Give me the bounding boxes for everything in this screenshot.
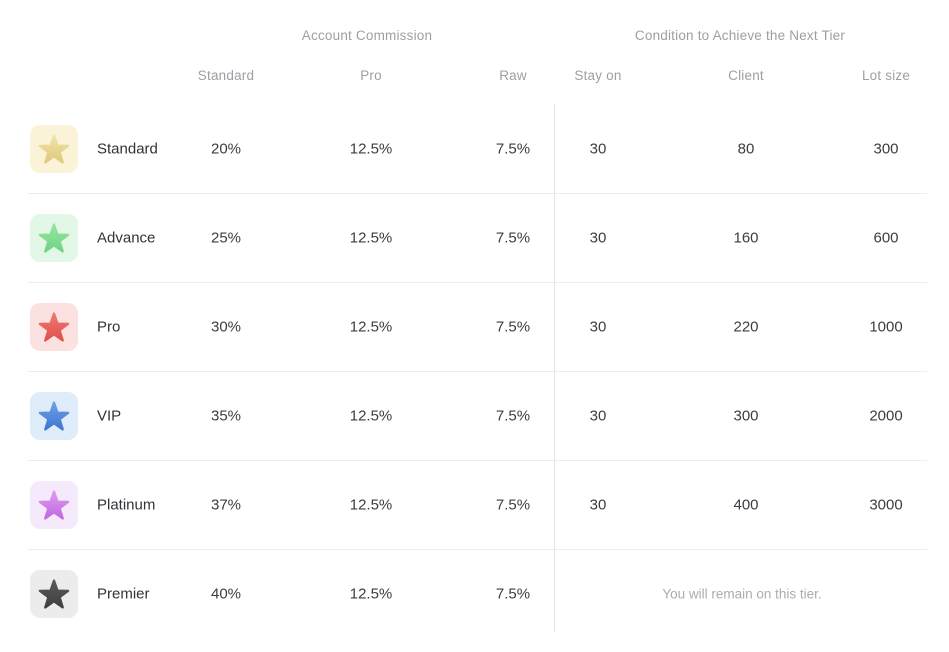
cell-raw: 7.5% xyxy=(495,407,531,425)
remain-on-tier-note: You will remain on this tier. xyxy=(662,586,822,602)
table-row: Advance 25% 12.5% 7.5% 30 160 600 xyxy=(28,193,927,282)
tier-name: Premier xyxy=(97,585,150,603)
star-icon xyxy=(30,481,78,529)
group-header-account-commission: Account Commission xyxy=(301,28,433,43)
tier-name: Standard xyxy=(97,140,158,158)
column-header-lot-size: Lot size xyxy=(861,68,911,83)
star-icon xyxy=(30,303,78,351)
tier-name: VIP xyxy=(97,407,122,425)
column-header-raw: Raw xyxy=(499,68,527,83)
cell-raw: 7.5% xyxy=(495,318,531,336)
cell-client: 300 xyxy=(733,407,759,425)
cell-client: 400 xyxy=(733,496,759,514)
tier-rows: Standard 20% 12.5% 7.5% 30 80 300 Advance 25% 12.… xyxy=(28,105,927,638)
cell-stay-on: 30 xyxy=(589,318,607,336)
cell-standard: 35% xyxy=(210,407,242,425)
cell-raw: 7.5% xyxy=(495,140,531,158)
column-header-pro: Pro xyxy=(360,68,382,83)
cell-pro: 12.5% xyxy=(349,229,393,247)
section-divider xyxy=(554,104,555,632)
cell-standard: 37% xyxy=(210,496,242,514)
cell-standard: 40% xyxy=(210,585,242,603)
column-header-client: Client xyxy=(728,68,764,83)
star-icon xyxy=(30,392,78,440)
cell-stay-on: 30 xyxy=(589,229,607,247)
cell-pro: 12.5% xyxy=(349,585,393,603)
cell-pro: 12.5% xyxy=(349,140,393,158)
cell-client: 220 xyxy=(733,318,759,336)
cell-client: 160 xyxy=(733,229,759,247)
cell-raw: 7.5% xyxy=(495,496,531,514)
cell-client: 80 xyxy=(737,140,755,158)
table-row: Premier 40% 12.5% 7.5% You will remain on th… xyxy=(28,549,927,638)
column-header-standard: Standard xyxy=(197,68,255,83)
star-icon xyxy=(30,214,78,262)
star-icon xyxy=(30,570,78,618)
cell-raw: 7.5% xyxy=(495,585,531,603)
table-row: Standard 20% 12.5% 7.5% 30 80 300 xyxy=(28,105,927,193)
cell-lot-size: 600 xyxy=(873,229,899,247)
cell-stay-on: 30 xyxy=(589,407,607,425)
table-row: VIP 35% 12.5% 7.5% 30 300 2000 xyxy=(28,371,927,460)
cell-lot-size: 1000 xyxy=(869,318,903,336)
table-row: Pro 30% 12.5% 7.5% 30 220 1000 xyxy=(28,282,927,371)
cell-standard: 30% xyxy=(210,318,242,336)
cell-standard: 20% xyxy=(210,140,242,158)
tier-name: Pro xyxy=(97,318,121,336)
tier-name: Advance xyxy=(97,229,156,247)
table-row: Platinum 37% 12.5% 7.5% 30 400 3000 xyxy=(28,460,927,549)
cell-pro: 12.5% xyxy=(349,407,393,425)
column-header-stay-on: Stay on xyxy=(574,68,622,83)
star-icon xyxy=(30,125,78,173)
cell-lot-size: 2000 xyxy=(869,407,903,425)
cell-stay-on: 30 xyxy=(589,496,607,514)
cell-lot-size: 3000 xyxy=(869,496,903,514)
cell-raw: 7.5% xyxy=(495,229,531,247)
tier-name: Platinum xyxy=(97,496,156,514)
cell-stay-on: 30 xyxy=(589,140,607,158)
cell-pro: 12.5% xyxy=(349,318,393,336)
group-header-next-tier-condition: Condition to Achieve the Next Tier xyxy=(634,28,846,43)
cell-lot-size: 300 xyxy=(873,140,899,158)
cell-standard: 25% xyxy=(210,229,242,247)
cell-pro: 12.5% xyxy=(349,496,393,514)
